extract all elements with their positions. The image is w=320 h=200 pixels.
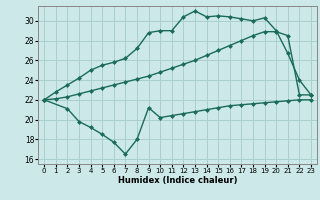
X-axis label: Humidex (Indice chaleur): Humidex (Indice chaleur)	[118, 176, 237, 185]
